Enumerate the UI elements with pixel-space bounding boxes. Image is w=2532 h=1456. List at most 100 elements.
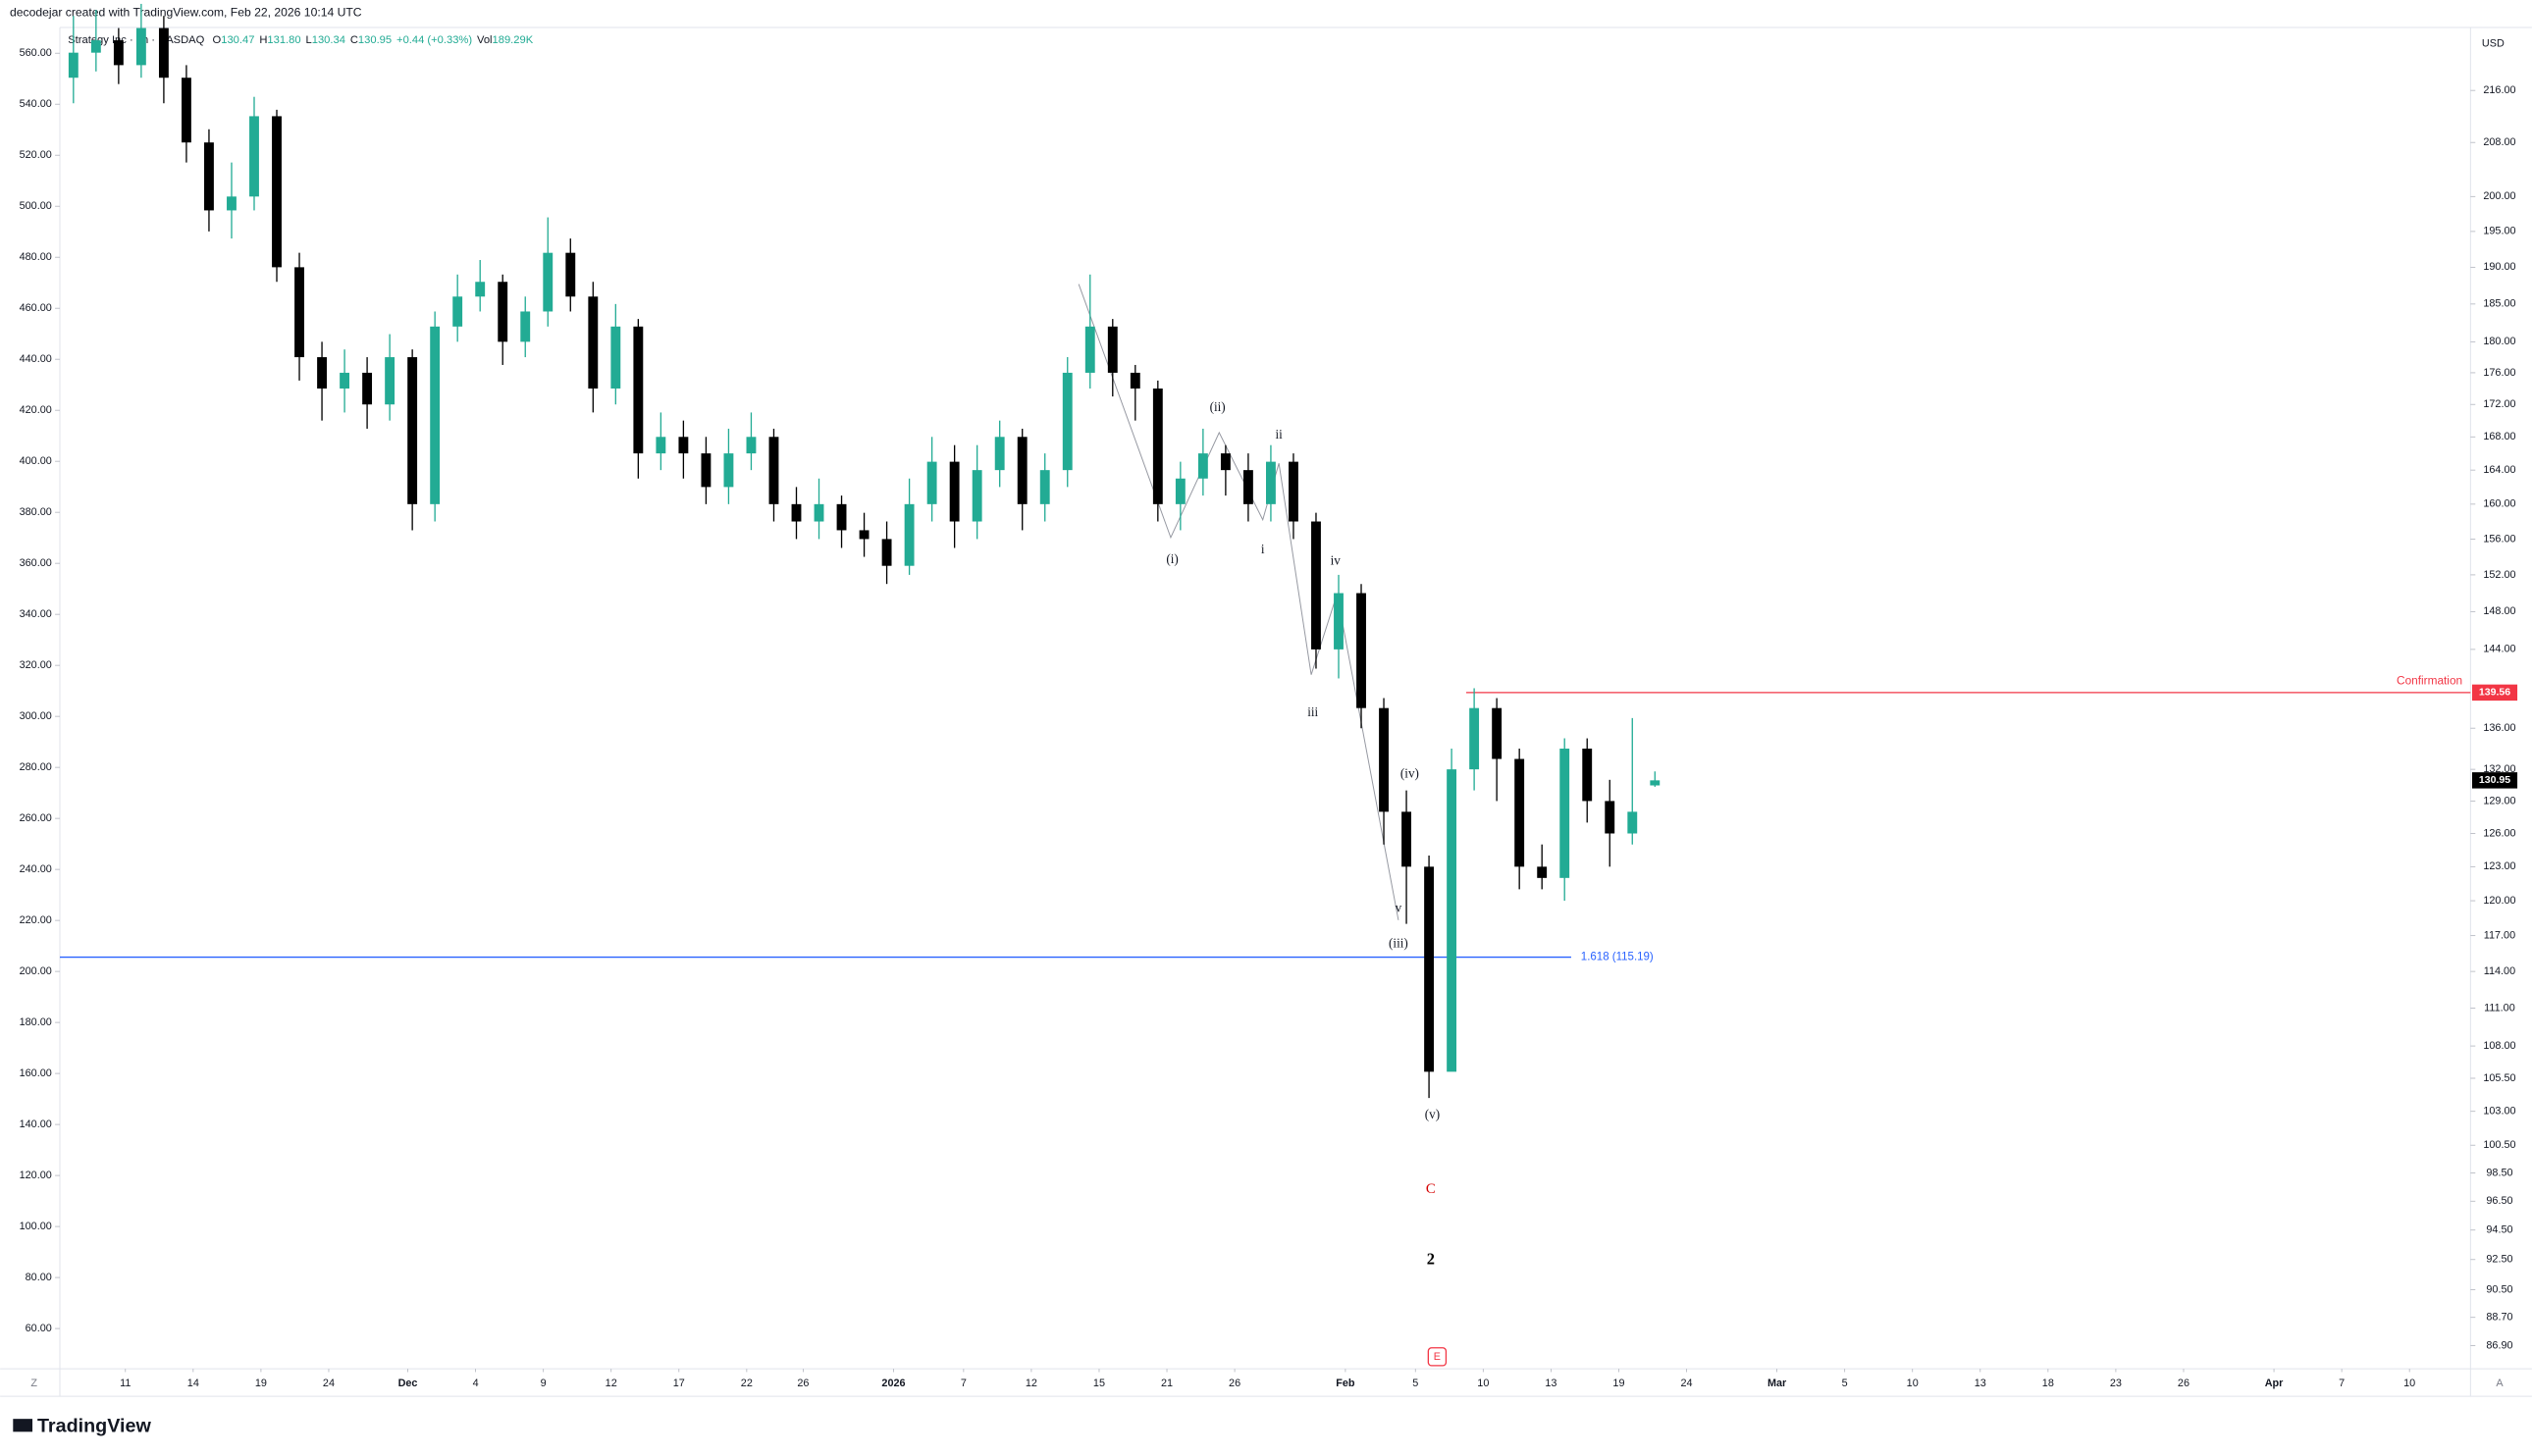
y2-tick-label: 360.00 xyxy=(20,557,52,569)
candle-body xyxy=(588,296,599,389)
y2-tick-label: 500.00 xyxy=(20,200,52,212)
candle-body xyxy=(1039,470,1050,504)
candle-body xyxy=(1582,749,1593,802)
x-tick-label: 26 xyxy=(797,1378,809,1389)
x-tick-label: 15 xyxy=(1093,1378,1105,1389)
logo-mark xyxy=(13,1419,33,1432)
candle-body xyxy=(701,453,712,488)
candle-body xyxy=(1492,707,1503,759)
corner-button[interactable]: A xyxy=(2496,1378,2504,1389)
candle-body xyxy=(814,503,824,522)
event-marker[interactable] xyxy=(1427,1347,1448,1367)
wave-label: iii xyxy=(1307,704,1318,719)
price-tag-label: 130.95 xyxy=(2479,774,2510,786)
x-tick-label: 10 xyxy=(1477,1378,1489,1389)
y-tick-label: 111.00 xyxy=(2484,1002,2515,1014)
y-tick-label: 176.00 xyxy=(2483,367,2515,379)
candle-body xyxy=(881,539,892,566)
x-tick-label: 18 xyxy=(2042,1378,2054,1389)
candle-body xyxy=(272,116,282,268)
candle-body xyxy=(407,357,418,504)
y2-tick-label: 100.00 xyxy=(20,1221,52,1232)
y2-tick-label: 60.00 xyxy=(26,1323,52,1334)
ohlc-value: 130.95 xyxy=(358,34,392,46)
y2-tick-label: 380.00 xyxy=(20,506,52,518)
y2-tick-label: 560.00 xyxy=(20,47,52,59)
candle-body xyxy=(791,503,802,522)
candle-body xyxy=(1379,707,1389,812)
y-tick-label: 126.00 xyxy=(2483,827,2515,839)
logo-text: TradingView xyxy=(37,1416,152,1437)
y2-tick-label: 260.00 xyxy=(20,812,52,824)
header-title: decodejar created with TradingView.com, … xyxy=(10,5,362,19)
wave-label: (i) xyxy=(1166,551,1178,566)
candle-body xyxy=(1514,758,1525,867)
candle-body xyxy=(1334,593,1344,650)
y-tick-label: 108.00 xyxy=(2483,1040,2515,1052)
x-tick-label: 7 xyxy=(961,1378,967,1389)
y-tick-label: 216.00 xyxy=(2483,84,2515,96)
x-tick-label: 12 xyxy=(606,1378,617,1389)
candle-body xyxy=(1084,326,1095,373)
y-tick-label: 132.00 xyxy=(2483,763,2515,775)
y2-tick-label: 140.00 xyxy=(20,1118,52,1130)
y-tick-label: 123.00 xyxy=(2483,860,2515,872)
y-tick-label: 88.70 xyxy=(2486,1312,2512,1324)
candle-body xyxy=(1242,470,1253,504)
x-tick-label: 13 xyxy=(1975,1378,1986,1389)
x-tick-label: 5 xyxy=(1412,1378,1418,1389)
candle-body xyxy=(385,357,396,405)
wave-label: i xyxy=(1261,542,1265,556)
candle-body xyxy=(610,326,621,389)
y-tick-label: 164.00 xyxy=(2483,464,2515,476)
y2-tick-label: 200.00 xyxy=(20,965,52,977)
x-tick-label: 19 xyxy=(255,1378,267,1389)
ohlc-label: H xyxy=(259,34,267,46)
y2-tick-label: 240.00 xyxy=(20,863,52,875)
candle-body xyxy=(1152,388,1163,504)
x-tick-label: 24 xyxy=(323,1378,335,1389)
candle-body xyxy=(859,530,870,540)
x-tick-label: 21 xyxy=(1161,1378,1173,1389)
x-tick-label: 24 xyxy=(1680,1378,1692,1389)
wave-label: (iv) xyxy=(1400,766,1419,781)
candle-body xyxy=(565,252,576,297)
y-tick-label: 168.00 xyxy=(2483,431,2515,442)
y2-tick-label: 120.00 xyxy=(20,1170,52,1181)
corner-button[interactable]: Z xyxy=(30,1378,37,1389)
x-tick-label: 2026 xyxy=(881,1378,905,1389)
y2-tick-label: 440.00 xyxy=(20,353,52,365)
x-tick-label: 5 xyxy=(1842,1378,1848,1389)
symbol: Strategy Inc · 2h · NASDAQ xyxy=(68,34,204,46)
candle-body xyxy=(90,40,101,53)
x-tick-label: 10 xyxy=(1907,1378,1919,1389)
candle-body xyxy=(1447,769,1457,1072)
candle-body xyxy=(1559,749,1570,878)
y-tick-label: 94.50 xyxy=(2486,1224,2512,1236)
candle-body xyxy=(1107,326,1118,373)
y-tick-label: 86.90 xyxy=(2486,1339,2512,1351)
candle-body xyxy=(633,326,644,454)
x-tick-label: Feb xyxy=(1336,1378,1355,1389)
candle-body xyxy=(452,296,463,327)
candle-body xyxy=(836,503,847,531)
y-tick-label: 185.00 xyxy=(2483,298,2515,310)
y-tick-label: 148.00 xyxy=(2483,605,2515,617)
y-tick-label: 96.50 xyxy=(2486,1195,2512,1207)
wave-label: 2 xyxy=(1427,1250,1435,1269)
x-tick-label: Apr xyxy=(2265,1378,2284,1389)
y-tick-label: 120.00 xyxy=(2483,895,2515,907)
x-tick-label: 13 xyxy=(1545,1378,1556,1389)
y-tick-label: 105.50 xyxy=(2483,1072,2515,1084)
candle-body xyxy=(158,27,169,78)
x-tick-label: 9 xyxy=(541,1378,547,1389)
ohlc-value: 130.47 xyxy=(221,34,254,46)
x-tick-label: 7 xyxy=(2339,1378,2345,1389)
y2-tick-label: 480.00 xyxy=(20,251,52,263)
candle-body xyxy=(340,372,350,389)
candle-body xyxy=(68,52,79,78)
candle-body xyxy=(181,78,191,143)
y2-tick-label: 280.00 xyxy=(20,761,52,773)
